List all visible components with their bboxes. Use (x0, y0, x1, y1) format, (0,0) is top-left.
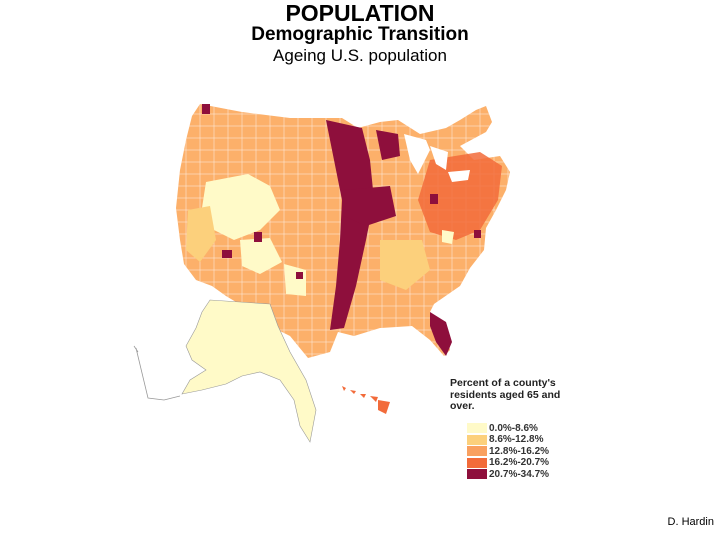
hawaii-region (342, 386, 390, 414)
legend-item: 16.2%-20.7% (467, 457, 610, 469)
legend-swatch (467, 446, 487, 457)
author-credit: D. Hardin (667, 516, 714, 528)
legend-label: 12.8%-16.2% (489, 445, 550, 457)
legend-title: Percent of a county's residents aged 65 … (450, 377, 561, 412)
legend-swatch (467, 434, 487, 445)
page-subtitle: Demographic Transition (251, 24, 469, 45)
legend-label: 16.2%-20.7% (489, 457, 550, 469)
choropleth-map (133, 104, 510, 443)
west-low-share-region (202, 174, 280, 240)
map-legend: Percent of a county's residents aged 65 … (450, 377, 610, 481)
legend-item: 12.8%-16.2% (467, 446, 610, 458)
florida-region (430, 312, 452, 356)
page-title: POPULATION (285, 0, 435, 26)
great-lakes (404, 134, 470, 182)
legend-swatch (467, 457, 487, 468)
legend-item: 0.0%-8.6% (467, 423, 610, 435)
plains-belt-region (326, 120, 374, 330)
legend-swatch (467, 469, 487, 480)
legend-label: 8.6%-12.8% (489, 434, 544, 446)
legend-items: 0.0%-8.6% 8.6%-12.8% 12.8%-16.2% 16.2%-20.7… (450, 423, 610, 481)
page-subtitle-secondary: Ageing U.S. population (273, 46, 447, 65)
alaska-region (133, 299, 317, 443)
east-region (418, 152, 502, 240)
legend-label: 0.0%-8.6% (489, 422, 538, 434)
contiguous-us-region (176, 104, 510, 358)
legend-label: 20.7%-34.7% (489, 468, 550, 480)
legend-swatch (467, 423, 487, 434)
alaska-outline (181, 299, 317, 443)
legend-item: 20.7%-34.7% (467, 469, 610, 481)
legend-item: 8.6%-12.8% (467, 434, 610, 446)
